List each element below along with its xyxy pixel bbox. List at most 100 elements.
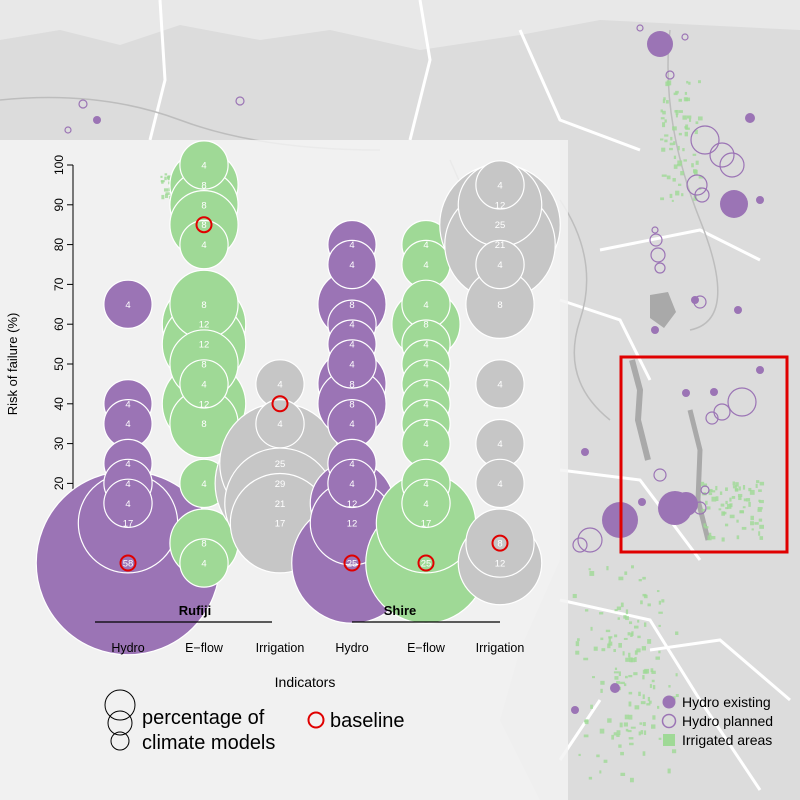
irrigated-area xyxy=(667,768,671,774)
bubbles: 4 4 4 4 4 4 17 58 4 8 8 8 4 8 12 12 8 4 12 8 4 8 4 4 4 25 29 21 17 4 4… xyxy=(35,140,561,656)
irrigated-area xyxy=(640,600,643,605)
baseline-marker xyxy=(491,534,509,552)
irrigated-area xyxy=(664,139,668,143)
baseline-marker xyxy=(343,554,361,572)
irrigated-area xyxy=(661,147,666,152)
irrigated-area xyxy=(613,671,619,674)
y-tick-label: 30 xyxy=(52,437,66,451)
irrigated-area xyxy=(638,691,641,697)
irrigated-area xyxy=(682,148,685,152)
irrigated-area xyxy=(678,98,682,102)
irrigated-area xyxy=(600,637,604,641)
irrigated-area xyxy=(607,718,612,723)
bubble-label: 4 xyxy=(125,459,130,470)
y-tick-label: 90 xyxy=(52,198,66,212)
irrigated-area xyxy=(625,616,629,621)
hydro-planned-dam xyxy=(653,468,667,482)
irrigated-area xyxy=(698,175,704,179)
irrigated-area xyxy=(578,753,581,757)
irrigated-area xyxy=(623,722,628,727)
irrigated-area xyxy=(665,81,670,87)
irrigated-area xyxy=(608,637,611,642)
irrigated-area xyxy=(750,515,754,521)
hydro-planned-dam xyxy=(690,125,720,155)
irrigated-area xyxy=(642,722,646,727)
irrigated-area xyxy=(666,175,671,180)
irrigated-area xyxy=(601,648,606,652)
bubble-label: 8 xyxy=(349,300,354,311)
bubble-label: 4 xyxy=(423,340,428,351)
x-tick-label: E−flow xyxy=(407,641,446,655)
irrigated-area xyxy=(685,97,691,102)
irrigated-area xyxy=(584,609,589,612)
irrigated-area xyxy=(642,694,645,699)
irrigated-area xyxy=(742,484,746,490)
irrigated-area xyxy=(661,174,667,177)
hydro-existing-dam xyxy=(571,706,579,714)
irrigated-area xyxy=(697,116,703,121)
irrigated-area xyxy=(664,134,669,137)
irrigated-area xyxy=(651,670,656,674)
lake xyxy=(629,359,651,461)
irrigated-area xyxy=(729,514,735,519)
bubble xyxy=(179,219,229,270)
group-label-shire: Shire xyxy=(384,603,417,618)
irrigated-area xyxy=(593,646,598,651)
bubble-label: 4 xyxy=(349,419,354,430)
irrigated-area xyxy=(658,737,662,740)
irrigated-area xyxy=(729,503,733,508)
bubble-label: 4 xyxy=(125,499,130,510)
bubble xyxy=(401,478,451,528)
irrigated-area xyxy=(164,173,168,176)
irrigated-area xyxy=(651,724,656,729)
irrigated-area xyxy=(703,523,706,528)
irrigated-area xyxy=(674,110,678,113)
irrigated-area xyxy=(669,193,673,199)
hydro-planned-dam xyxy=(64,126,72,134)
irrigated-area xyxy=(677,164,682,167)
bubble-label: 4 xyxy=(125,300,130,311)
bubble xyxy=(179,359,229,409)
irrigated-area xyxy=(756,480,760,484)
irrigated-area xyxy=(758,518,763,522)
irrigated-area xyxy=(671,199,674,202)
irrigated-area xyxy=(748,487,752,492)
irrigated-area xyxy=(668,685,671,688)
bubble-label: 4 xyxy=(277,419,282,430)
irrigated-area xyxy=(685,124,689,130)
irrigated-area xyxy=(695,160,699,165)
irrigated-area xyxy=(614,609,618,612)
irrigated-area xyxy=(660,197,665,201)
irrigated-area xyxy=(633,672,638,676)
bubble-label: 4 xyxy=(497,180,502,191)
irrigated-area xyxy=(164,176,167,181)
irrigated-area xyxy=(722,511,727,515)
irrigated-area xyxy=(757,506,763,510)
irrigated-area xyxy=(691,163,694,168)
irrigated-area xyxy=(623,615,627,619)
irrigated-area xyxy=(590,704,593,709)
irrigated-area xyxy=(634,705,640,710)
irrigated-area xyxy=(624,714,630,720)
bubble-label: 25 xyxy=(421,559,432,570)
irrigated-area xyxy=(629,742,634,746)
hydro-existing-dam xyxy=(674,492,698,516)
irrigated-area xyxy=(669,147,673,151)
irrigated-area xyxy=(618,744,622,748)
hydro-planned-dam xyxy=(709,142,735,168)
irrigated-area xyxy=(675,694,679,698)
irrigated-area xyxy=(703,483,708,488)
bubble-label: 25 xyxy=(495,220,506,231)
irrigated-area xyxy=(620,602,624,608)
irrigated-area xyxy=(721,537,725,542)
irrigated-area xyxy=(646,703,651,706)
hydro-existing-dam xyxy=(734,306,742,314)
irrigated-area xyxy=(738,486,741,491)
hydro-existing-dam xyxy=(682,389,690,397)
irrigated-area xyxy=(163,188,169,192)
hydro-planned-dam xyxy=(694,187,710,203)
irrigated-area xyxy=(625,728,629,732)
irrigated-area xyxy=(655,656,660,660)
x-tick-label: Hydro xyxy=(111,641,144,655)
